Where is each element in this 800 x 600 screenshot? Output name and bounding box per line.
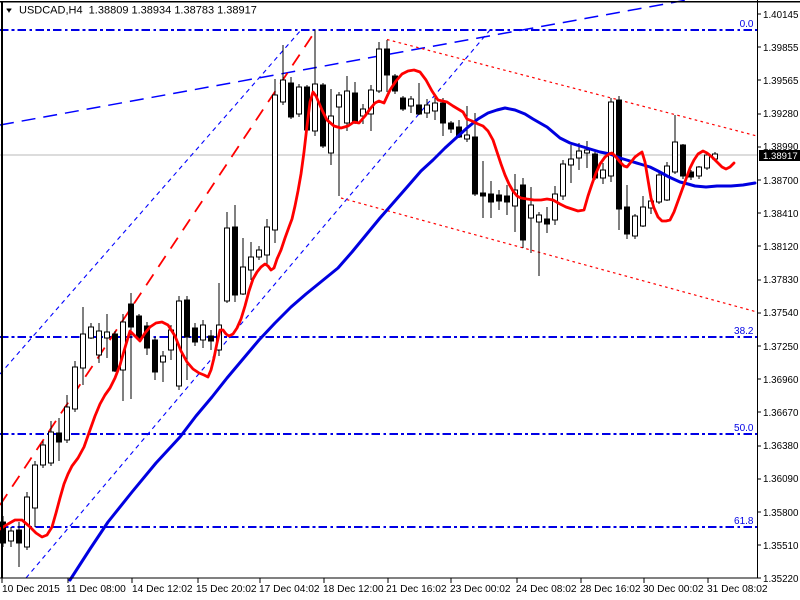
svg-text:31 Dec 08:02: 31 Dec 08:02: [707, 584, 768, 595]
svg-text:18 Dec 12:00: 18 Dec 12:00: [323, 584, 384, 595]
svg-text:1.35510: 1.35510: [763, 541, 799, 552]
svg-text:0.0: 0.0: [740, 19, 754, 30]
svg-text:38.2: 38.2: [734, 326, 754, 337]
svg-text:1.36380: 1.36380: [763, 441, 799, 452]
svg-text:21 Dec 16:02: 21 Dec 16:02: [386, 584, 447, 595]
svg-text:15 Dec 20:02: 15 Dec 20:02: [196, 584, 257, 595]
svg-text:30 Dec 00:02: 30 Dec 00:02: [643, 584, 704, 595]
svg-text:10 Dec 2015: 10 Dec 2015: [2, 584, 60, 595]
svg-text:28 Dec 16:02: 28 Dec 16:02: [580, 584, 641, 595]
svg-text:24 Dec 08:02: 24 Dec 08:02: [516, 584, 577, 595]
svg-text:USDCAD,H4 1.38809 1.38934 1.3: USDCAD,H4 1.38809 1.38934 1.38783 1.3891…: [19, 5, 257, 17]
svg-text:1.38917: 1.38917: [763, 151, 798, 162]
svg-text:11 Dec 08:00: 11 Dec 08:00: [66, 584, 126, 595]
svg-text:1.36960: 1.36960: [763, 375, 799, 386]
svg-text:1.38120: 1.38120: [763, 242, 799, 253]
svg-text:1.40145: 1.40145: [763, 10, 799, 21]
svg-text:17 Dec 04:02: 17 Dec 04:02: [259, 584, 320, 595]
svg-text:14 Dec 12:02: 14 Dec 12:02: [132, 584, 193, 595]
svg-text:23 Dec 00:02: 23 Dec 00:02: [450, 584, 511, 595]
svg-text:1.39565: 1.39565: [763, 76, 799, 87]
svg-text:1.37250: 1.37250: [763, 342, 799, 353]
svg-text:1.39855: 1.39855: [763, 43, 799, 54]
svg-text:1.35800: 1.35800: [763, 508, 799, 519]
svg-text:50.0: 50.0: [734, 423, 754, 434]
svg-text:1.38990: 1.38990: [763, 142, 799, 153]
svg-text:61.8: 61.8: [734, 516, 754, 527]
svg-text:1.37830: 1.37830: [763, 275, 799, 286]
svg-text:1.37540: 1.37540: [763, 308, 799, 319]
svg-text:1.36090: 1.36090: [763, 474, 799, 485]
svg-text:1.36670: 1.36670: [763, 408, 799, 419]
svg-text:1.38700: 1.38700: [763, 176, 799, 187]
svg-text:1.38410: 1.38410: [763, 209, 799, 220]
svg-text:1.35220: 1.35220: [763, 574, 799, 585]
svg-text:1.39280: 1.39280: [763, 109, 799, 120]
